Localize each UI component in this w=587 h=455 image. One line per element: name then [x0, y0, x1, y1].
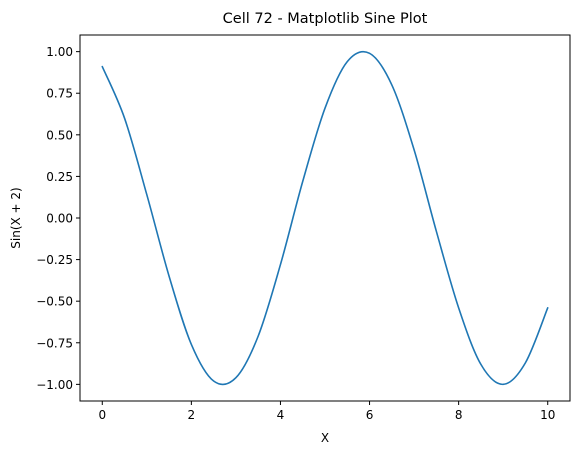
plot-frame: [79, 34, 571, 402]
y-axis-label: Sin(X + 2): [9, 187, 23, 248]
y-tick-label: −0.25: [36, 253, 73, 267]
y-tick-label: 1.00: [46, 45, 73, 59]
y-tick-label: 0.75: [46, 87, 73, 101]
y-tick-label: −1.00: [36, 378, 73, 392]
chart-title: Cell 72 - Matplotlib Sine Plot: [223, 11, 428, 27]
x-axis-label: X: [321, 431, 329, 445]
y-tick-label: −0.75: [36, 336, 73, 350]
x-axis-ticks: 0 2 4 6 8 10: [98, 401, 555, 422]
y-tick-label: 0.50: [46, 128, 73, 142]
x-tick-label: 2: [188, 408, 196, 422]
sine-series-line: [101, 50, 549, 386]
y-axis-ticks: −1.00 −0.75 −0.50 −0.25 0.00 0.25 0.50 0.75 1.00: [36, 45, 80, 392]
x-tick-label: 10: [540, 408, 555, 422]
x-tick-label: 8: [455, 408, 463, 422]
y-tick-label: 0.00: [46, 212, 73, 226]
y-tick-label: 0.25: [46, 170, 73, 184]
x-tick-label: 0: [98, 408, 106, 422]
y-tick-label: −0.50: [36, 295, 73, 309]
x-tick-label: 6: [366, 408, 374, 422]
series-layer: [101, 50, 549, 386]
x-tick-label: 4: [277, 408, 285, 422]
